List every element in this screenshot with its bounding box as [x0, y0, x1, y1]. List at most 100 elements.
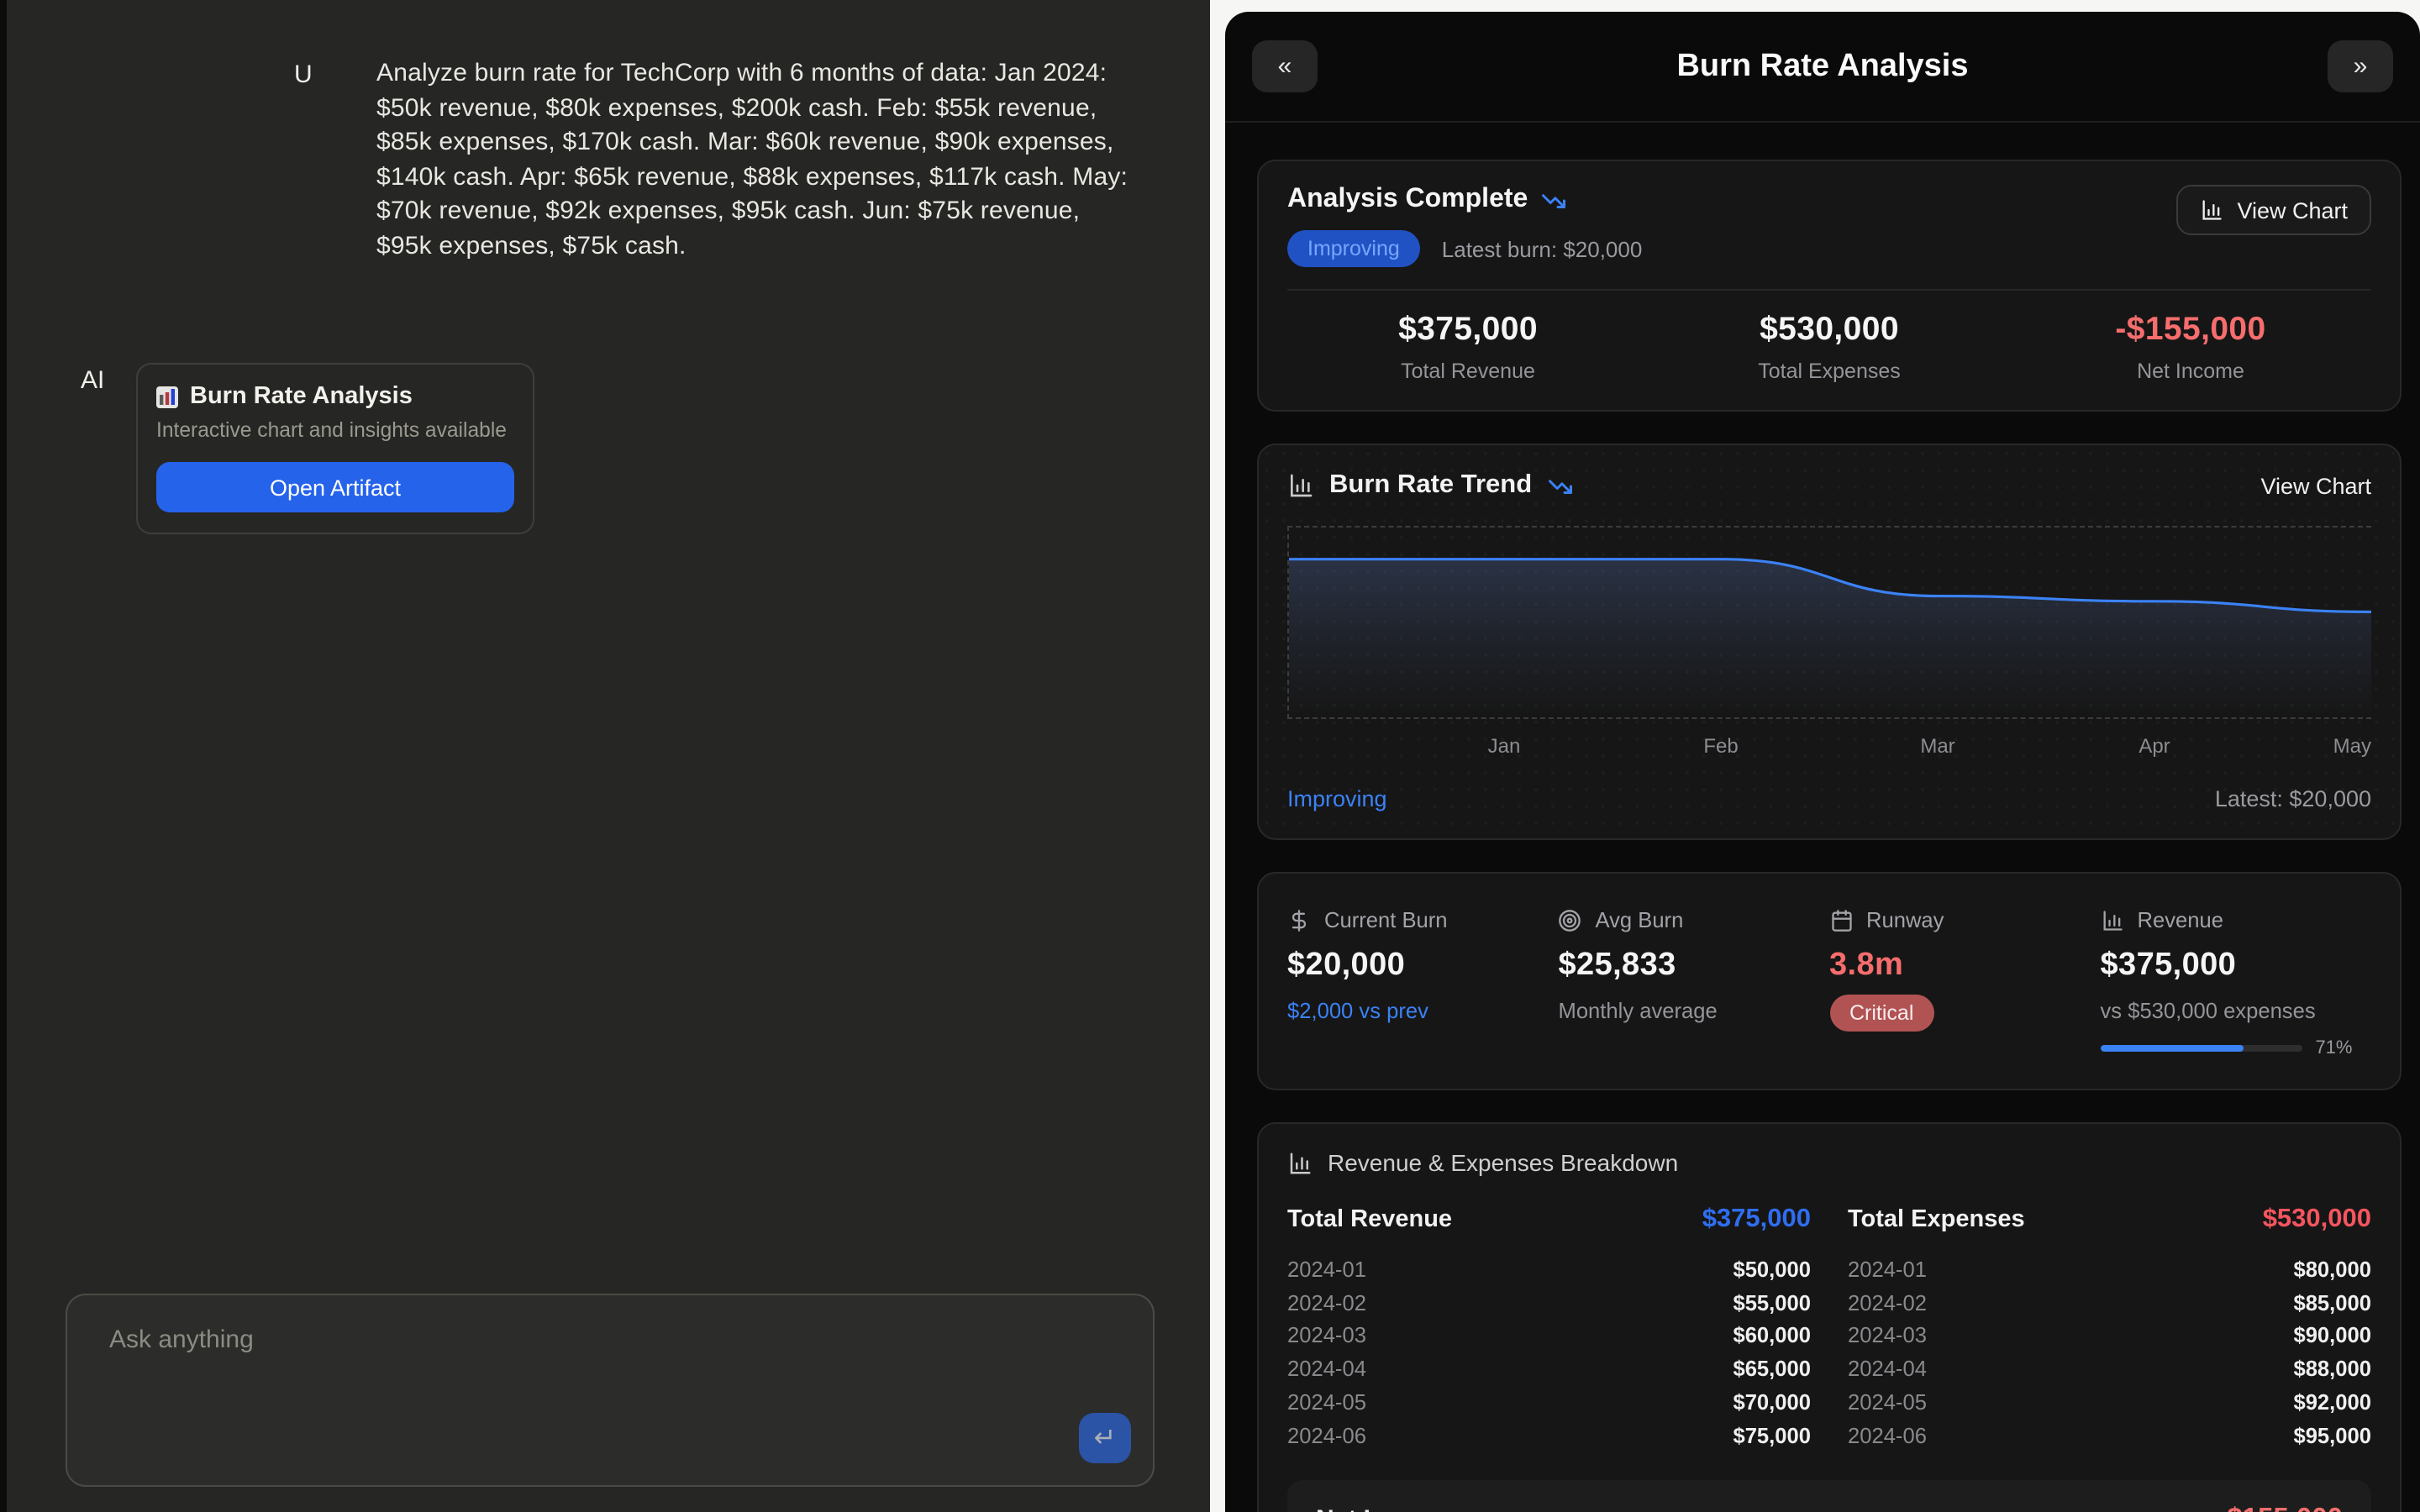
- stat-label: Total Expenses: [1758, 360, 1901, 383]
- target-icon: [1559, 908, 1582, 932]
- artifact-card-subtitle: Interactive chart and insights available: [156, 418, 507, 442]
- table-row: 2024-01 $50,000: [1287, 1257, 1811, 1282]
- trend-latest: Latest: $20,000: [2214, 786, 2371, 811]
- burn-rate-chart: [1287, 526, 2371, 719]
- net-income-label: Net Income: [1316, 1505, 1452, 1512]
- metric-avg-burn: Avg Burn $25,833 Monthly average: [1559, 907, 1830, 1058]
- return-icon: ↵: [1093, 1425, 1117, 1453]
- x-tick: Feb: [1703, 734, 1739, 758]
- improving-badge: Improving: [1287, 230, 1420, 267]
- revenue-column: Total Revenue $375,000 2024-01 $50,000 20…: [1287, 1205, 1811, 1452]
- chevrons-left-icon: «: [1277, 52, 1292, 81]
- revenue-vs-expenses-progress: 71%: [2100, 1038, 2353, 1058]
- stat-label: Total Revenue: [1401, 360, 1535, 383]
- divider: [1287, 289, 2371, 291]
- dollar-sign-icon: [1287, 908, 1311, 932]
- metric-value: $375,000: [2100, 948, 2237, 983]
- stat-value: -$155,000: [2115, 311, 2266, 348]
- user-avatar: U: [294, 60, 313, 89]
- metric-label: Avg Burn: [1595, 907, 1684, 932]
- assistant-avatar: AI: [81, 366, 105, 395]
- collapse-panel-button[interactable]: «: [1252, 40, 1318, 92]
- artifact-preview-card: Burn Rate Analysis Interactive chart and…: [136, 363, 534, 534]
- calendar-icon: [1829, 908, 1853, 932]
- view-chart-button[interactable]: View Chart: [2176, 185, 2371, 235]
- user-message: Analyze burn rate for TechCorp with 6 mo…: [376, 59, 1128, 260]
- bar-chart-icon: [1287, 1150, 1313, 1175]
- stat-total-revenue: $375,000 Total Revenue: [1287, 311, 1649, 383]
- artifact-pane-wrapper: « Burn Rate Analysis » Analysis Complete: [1210, 0, 2420, 1512]
- table-row: 2024-01 $80,000: [1848, 1257, 2371, 1282]
- table-row: 2024-05 $92,000: [1848, 1389, 2371, 1415]
- artifact-card-title: Burn Rate Analysis: [190, 383, 413, 410]
- table-row: 2024-02 $55,000: [1287, 1289, 1811, 1315]
- net-income-value: -$155,000: [2217, 1504, 2343, 1512]
- metric-revenue: Revenue $375,000 vs $530,000 expenses 71…: [2100, 907, 2372, 1058]
- x-tick: Apr: [2139, 734, 2170, 758]
- artifact-panel: « Burn Rate Analysis » Analysis Complete: [1225, 12, 2420, 1512]
- bar-chart-icon: [2101, 908, 2124, 932]
- send-button[interactable]: ↵: [1079, 1413, 1131, 1463]
- table-row: 2024-04 $65,000: [1287, 1356, 1811, 1382]
- bar-chart-icon: [2200, 198, 2223, 222]
- stat-value: $375,000: [1398, 311, 1538, 348]
- metric-label: Runway: [1866, 907, 1944, 932]
- open-artifact-button[interactable]: Open Artifact: [156, 462, 514, 512]
- x-tick: Mar: [1920, 734, 1955, 758]
- trending-down-icon: [1541, 187, 1566, 213]
- metric-value: $25,833: [1558, 948, 1676, 983]
- summary-title: Analysis Complete: [1287, 185, 1528, 213]
- bar-chart-emoji-icon: [156, 386, 178, 407]
- stat-value: $530,000: [1760, 311, 1899, 348]
- stat-total-expenses: $530,000 Total Expenses: [1649, 311, 2010, 383]
- chat-pane: U Analyze burn rate for TechCorp with 6 …: [0, 0, 1210, 1512]
- burn-rate-chart-svg: [1289, 558, 2371, 717]
- trend-title: Burn Rate Trend: [1329, 470, 1533, 499]
- trend-status: Improving: [1287, 786, 1387, 811]
- expenses-column: Total Expenses $530,000 2024-01 $80,000 2…: [1848, 1205, 2371, 1452]
- expand-panel-button[interactable]: »: [2328, 40, 2393, 92]
- net-income-box: Net Income -$155,000 Loss-making over th…: [1287, 1480, 2371, 1512]
- table-row: 2024-06 $75,000: [1287, 1422, 1811, 1448]
- analysis-summary-card: Analysis Complete Improving Latest burn:…: [1257, 160, 2402, 412]
- metric-value: 3.8m: [1829, 948, 1904, 983]
- revenue-column-label: Total Revenue: [1287, 1206, 1453, 1233]
- table-row: 2024-05 $70,000: [1287, 1389, 1811, 1415]
- progress-fill: [2100, 1045, 2244, 1052]
- table-row: 2024-02 $85,000: [1848, 1289, 2371, 1315]
- metric-sub: vs $530,000 expenses: [2100, 998, 2316, 1023]
- view-chart-link[interactable]: View Chart: [2260, 473, 2371, 498]
- metric-sub: Monthly average: [1558, 998, 1718, 1023]
- expenses-total: $530,000: [2262, 1205, 2371, 1233]
- stat-net-income: -$155,000 Net Income: [2010, 311, 2371, 383]
- progress-track: [2100, 1045, 2302, 1052]
- x-tick: Jan: [1487, 734, 1521, 758]
- metric-runway: Runway 3.8m Critical: [1829, 907, 2101, 1058]
- expenses-column-label: Total Expenses: [1848, 1206, 2025, 1233]
- metric-label: Current Burn: [1324, 907, 1448, 932]
- artifact-panel-header: « Burn Rate Analysis »: [1225, 12, 2420, 123]
- metric-value: $20,000: [1287, 948, 1406, 983]
- table-row: 2024-03 $90,000: [1848, 1322, 2371, 1348]
- x-tick: May: [2333, 734, 2371, 758]
- metrics-card: Current Burn $20,000 $2,000 vs prev Avg …: [1257, 872, 2402, 1090]
- trending-down-icon: [1547, 473, 1572, 498]
- panel-title: Burn Rate Analysis: [1676, 48, 1969, 83]
- stat-label: Net Income: [2137, 360, 2244, 383]
- critical-badge: Critical: [1829, 995, 1934, 1032]
- table-row: 2024-04 $88,000: [1848, 1356, 2371, 1382]
- x-axis-labels: Jan Feb Mar Apr May: [1287, 734, 2371, 761]
- breakdown-title: Revenue & Expenses Breakdown: [1328, 1149, 1679, 1176]
- revenue-total: $375,000: [1702, 1205, 1811, 1233]
- chevrons-right-icon: »: [2353, 52, 2368, 81]
- progress-percent-label: 71%: [2315, 1038, 2353, 1058]
- composer-placeholder: Ask anything: [109, 1326, 254, 1354]
- breakdown-card: Revenue & Expenses Breakdown Total Reven…: [1257, 1122, 2402, 1512]
- metric-sub: $2,000 vs prev: [1287, 998, 1428, 1023]
- artifact-panel-body: Analysis Complete Improving Latest burn:…: [1225, 123, 2420, 1512]
- chat-composer[interactable]: Ask anything ↵: [66, 1294, 1155, 1487]
- metric-current-burn: Current Burn $20,000 $2,000 vs prev: [1287, 907, 1559, 1058]
- bar-chart-icon: [1287, 472, 1314, 499]
- table-row: 2024-03 $60,000: [1287, 1322, 1811, 1348]
